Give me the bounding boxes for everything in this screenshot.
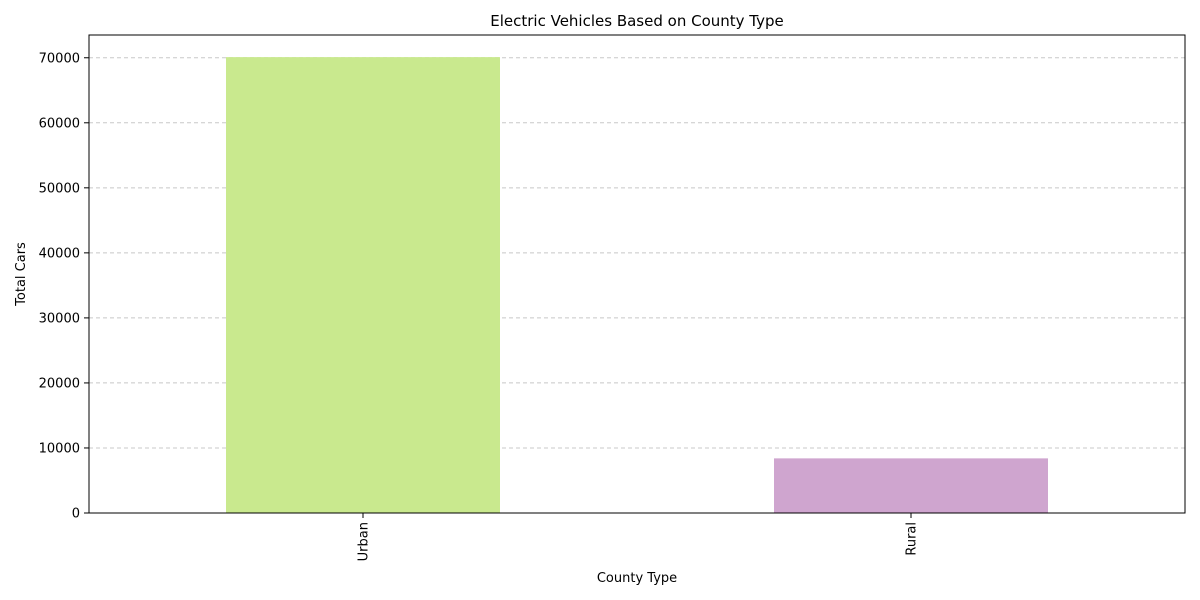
y-tick-label: 40000 — [39, 246, 80, 261]
plot-frame — [88, 34, 1186, 514]
x-ticks: Urban Rural — [357, 513, 920, 561]
y-tick-label: 20000 — [39, 376, 80, 391]
x-tick-label: Rural — [905, 522, 920, 556]
bars — [226, 57, 1048, 513]
x-tick-label: Urban — [357, 522, 372, 561]
x-axis-label: County Type — [597, 571, 677, 586]
bar-rural — [774, 458, 1048, 513]
y-tick-label: 60000 — [39, 116, 80, 131]
y-tick-label: 10000 — [39, 441, 80, 456]
y-tick-label: 70000 — [39, 51, 80, 66]
y-ticks: 0 10000 20000 30000 40000 50000 60000 70000 — [39, 51, 89, 522]
chart-title: Electric Vehicles Based on County Type — [490, 12, 784, 30]
axes — [88, 34, 1186, 514]
y-tick-label: 30000 — [39, 311, 80, 326]
y-axis-label: Total Cars — [14, 242, 29, 307]
y-tick-label: 0 — [72, 507, 80, 522]
bar-urban — [226, 57, 500, 513]
y-tick-label: 50000 — [39, 181, 80, 196]
